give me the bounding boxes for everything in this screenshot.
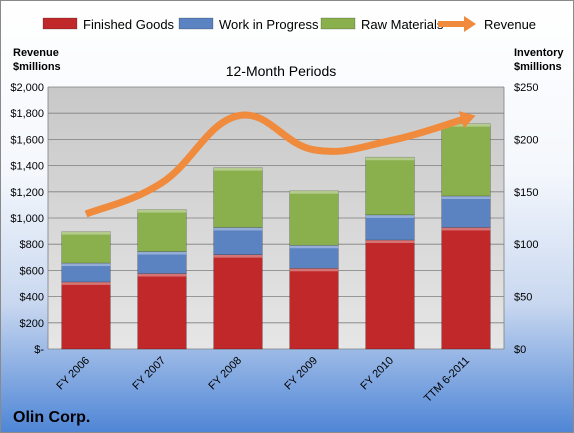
bar-finished-goods	[61, 281, 111, 350]
left-tick-label: $1,000	[10, 213, 44, 225]
company-name: Olin Corp.	[13, 409, 90, 426]
x-tick-label: FY 2010	[358, 355, 396, 393]
bar-highlight	[365, 240, 415, 244]
bar-highlight	[137, 209, 187, 213]
left-tick-label: $-	[34, 344, 44, 356]
legend-label-revenue: Revenue	[484, 17, 536, 32]
bar-highlight	[61, 263, 111, 267]
left-tick-label: $1,400	[10, 161, 44, 173]
bar-highlight	[441, 195, 491, 199]
bar-raw-materials	[441, 123, 491, 197]
bar-finished-goods	[441, 227, 491, 350]
right-tick-label: $0	[514, 344, 526, 356]
left-axis-title-line2: $millions	[13, 61, 61, 73]
bar-highlight	[289, 268, 339, 272]
legend-swatch-arrow	[464, 16, 476, 32]
grid	[47, 86, 505, 350]
left-tick-label: $200	[20, 318, 44, 330]
right-tick-label: $50	[514, 292, 532, 304]
chart-subtitle: 12-Month Periods	[226, 63, 337, 79]
left-tick-label: $600	[20, 265, 44, 277]
legend-swatch-finished-goods	[42, 17, 78, 30]
bar-highlight	[441, 227, 491, 231]
x-tick-label: FY 2008	[206, 355, 244, 393]
x-tick-label: TTM 6-2011	[422, 355, 472, 405]
bar-work-in-progress	[213, 227, 263, 255]
revenue-line-group	[84, 111, 476, 218]
right-tick-label: $200	[514, 134, 538, 146]
right-axis-title-line2: $millions	[514, 61, 562, 73]
bar-highlight	[61, 281, 111, 285]
right-tick-label: $250	[514, 82, 538, 94]
revenue-arrowhead	[458, 111, 476, 129]
bar-highlight	[289, 245, 339, 249]
bar-highlight	[61, 231, 111, 235]
bar-raw-materials	[365, 156, 415, 216]
left-tick-label: $1,600	[10, 134, 44, 146]
legend: Finished Goods Work in Progress Raw Materi…	[42, 16, 536, 32]
bar-raw-materials	[61, 231, 111, 264]
bar-highlight	[137, 273, 187, 277]
legend-label-work-in-progress: Work in Progress	[219, 17, 319, 32]
bar-work-in-progress	[441, 195, 491, 228]
x-axis: FY 2006 FY 2007 FY 2008 FY 2009 FY 2010 TTM 6…	[54, 355, 472, 405]
bar-finished-goods	[213, 254, 263, 350]
legend-swatch-work-in-progress	[178, 17, 214, 30]
bar-highlight	[213, 227, 263, 231]
right-axis: $0 $50 $100 $150 $200 $250	[514, 82, 538, 356]
left-tick-label: $1,200	[10, 187, 44, 199]
bar-finished-goods	[289, 268, 339, 350]
bar-work-in-progress	[289, 244, 339, 269]
bar-raw-materials	[213, 167, 263, 228]
left-tick-label: $2,000	[10, 82, 44, 94]
legend-label-raw-materials: Raw Materials	[361, 17, 444, 32]
right-axis-title-line1: Inventory	[514, 47, 564, 59]
left-tick-label: $1,800	[10, 108, 44, 120]
right-tick-label: $150	[514, 187, 538, 199]
left-tick-label: $800	[20, 239, 44, 251]
bar-raw-materials	[289, 190, 339, 246]
x-tick-label: FY 2009	[282, 355, 320, 393]
bar-work-in-progress	[137, 251, 187, 274]
bar-highlight	[365, 214, 415, 218]
x-tick-label: FY 2006	[54, 355, 92, 393]
x-tick-label: FY 2007	[130, 355, 168, 393]
legend-label-finished-goods: Finished Goods	[83, 17, 175, 32]
legend-swatch-raw-materials	[320, 17, 356, 30]
bar-highlight	[365, 157, 415, 161]
left-axis-title-line1: Revenue	[13, 47, 59, 59]
bar-work-in-progress	[365, 214, 415, 241]
bar-highlight	[137, 251, 187, 255]
revenue-line	[84, 111, 467, 218]
bar-raw-materials	[137, 209, 187, 252]
left-tick-label: $400	[20, 292, 44, 304]
bars	[61, 123, 491, 350]
bar-highlight	[213, 167, 263, 171]
right-tick-label: $100	[514, 239, 538, 251]
left-axis: $- $200 $400 $600 $800 $1,000 $1,200 $1,400 $1,6…	[10, 82, 44, 356]
bar-finished-goods	[365, 239, 415, 350]
bar-highlight	[289, 190, 339, 194]
bar-highlight	[213, 254, 263, 258]
bar-finished-goods	[137, 273, 187, 350]
